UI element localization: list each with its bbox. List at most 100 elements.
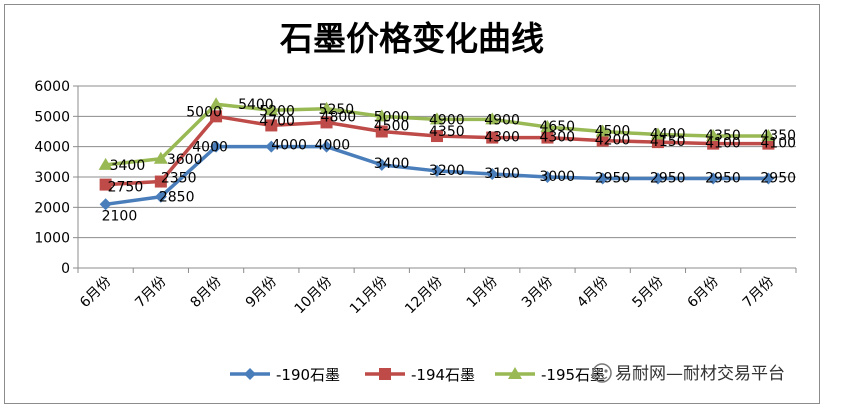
data-label: 2850	[159, 190, 195, 206]
data-label: 4900	[484, 112, 520, 128]
data-label: 3400	[374, 156, 410, 172]
data-labels: 2100 2350 4000 4000 4000 3400 3200 3100 3000 2950…	[102, 97, 796, 224]
series-1	[99, 140, 775, 211]
x-tick-label: 9月份	[243, 274, 280, 311]
triangle-marker	[761, 129, 776, 142]
data-label: 4500	[374, 119, 410, 135]
data-label: 4350	[429, 124, 465, 140]
data-label: 4100	[705, 136, 741, 152]
diamond-marker	[244, 368, 256, 380]
triangle-marker	[264, 103, 279, 116]
triangle-marker	[209, 97, 224, 110]
square-marker	[375, 125, 388, 138]
x-tick-label: 5月份	[629, 274, 666, 311]
x-tick-label: 4月份	[574, 274, 611, 311]
data-label: 3400	[110, 158, 146, 174]
data-label: 3000	[539, 169, 575, 185]
triangle-marker	[374, 109, 389, 122]
x-tick-label: 7月份	[132, 274, 169, 311]
triangle-marker	[430, 112, 444, 125]
x-tick-label: 10月份	[292, 274, 336, 318]
diamond-marker	[486, 167, 499, 180]
data-label: 2100	[102, 208, 138, 224]
labels-series-2: 2750 2850 5000 4700 4800 4500 4350 4300 4300 4200…	[108, 104, 796, 205]
data-label: 2350	[161, 171, 197, 187]
square-marker	[210, 110, 223, 123]
data-label: 4800	[321, 109, 357, 125]
square-marker	[154, 175, 167, 188]
triangle-marker	[98, 157, 113, 170]
data-label: 4000	[271, 138, 307, 154]
data-label: 4000	[315, 138, 351, 154]
legend-label: -195石墨	[541, 366, 605, 384]
data-label: 4700	[259, 113, 295, 129]
data-label: 4200	[595, 133, 631, 149]
data-label: 3100	[484, 166, 520, 182]
series-lines	[98, 97, 776, 211]
triangle-marker	[595, 124, 610, 137]
data-label: 5400	[238, 97, 274, 113]
chart-title: 石墨价格变化曲线	[279, 19, 544, 58]
data-label: 2950	[760, 171, 796, 187]
triangle-marker	[706, 129, 721, 142]
labels-series-1: 2100 2350 4000 4000 4000 3400 3200 3100 3000 2950…	[102, 138, 796, 225]
diamond-marker	[210, 140, 223, 153]
triangle-marker	[650, 127, 665, 140]
data-label: 5250	[319, 102, 355, 118]
diamond-marker	[541, 171, 554, 183]
data-label: 4900	[429, 112, 465, 128]
diamond-marker	[320, 140, 333, 153]
y-tick-label: 5000	[34, 109, 70, 125]
data-label: 5000	[186, 104, 222, 120]
diamond-marker	[431, 164, 443, 177]
watermark-text: 易耐网—耐材交易平台	[615, 364, 785, 384]
diamond-marker	[651, 172, 664, 185]
triangle-marker	[540, 119, 555, 132]
chart-frame	[4, 4, 820, 404]
data-label: 3200	[429, 163, 465, 179]
square-marker	[379, 368, 391, 380]
y-tick-label: 6000	[34, 79, 70, 95]
data-label: 4100	[760, 136, 796, 152]
data-label: 5200	[259, 103, 295, 119]
data-label: 2950	[595, 171, 631, 187]
data-label: 4650	[539, 119, 575, 135]
diamond-marker	[707, 172, 720, 185]
square-marker	[265, 119, 278, 132]
x-tick-label: 12月份	[402, 274, 446, 318]
data-label: 4000	[192, 140, 228, 156]
data-label: 4300	[539, 130, 575, 146]
diamond-marker	[762, 172, 775, 185]
x-tick-label: 7月份	[740, 274, 777, 311]
data-label: 4150	[650, 134, 686, 150]
square-marker	[486, 131, 499, 144]
data-label: 4300	[484, 130, 520, 146]
legend-label: -190石墨	[276, 366, 340, 384]
wechat-icon	[592, 363, 612, 383]
diamond-marker	[596, 172, 609, 185]
legend: -190石墨 -194石墨 -195石墨	[230, 366, 605, 384]
x-tick-label: 8月份	[187, 274, 224, 311]
legend-item-1: -190石墨	[230, 366, 340, 384]
legend-label: -194石墨	[411, 366, 475, 384]
y-tick-label: 2000	[34, 200, 70, 216]
y-tick-label: 0	[61, 261, 70, 277]
y-tick-label: 1000	[34, 231, 70, 247]
triangle-marker	[319, 101, 334, 114]
data-label: 2750	[108, 180, 144, 196]
data-label: 2950	[705, 171, 741, 187]
series-3	[98, 97, 776, 170]
watermark: 易耐网—耐材交易平台	[592, 363, 785, 384]
data-label: 4350	[705, 128, 741, 144]
y-tick-label: 3000	[34, 170, 70, 186]
diamond-marker	[265, 140, 278, 153]
data-label: 4350	[760, 128, 796, 144]
data-label: 4400	[650, 127, 686, 143]
x-tick-label: 1月份	[464, 274, 501, 311]
y-tick-label: 4000	[34, 140, 70, 156]
square-marker	[320, 116, 333, 129]
legend-item-2: -194石墨	[365, 366, 475, 384]
triangle-marker	[485, 112, 500, 125]
